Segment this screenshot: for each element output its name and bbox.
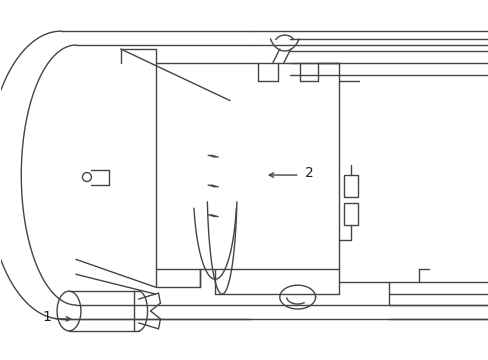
Bar: [344, 203, 358, 225]
Text: 2: 2: [304, 166, 313, 180]
Text: 1: 1: [42, 310, 51, 324]
Bar: [344, 175, 358, 197]
